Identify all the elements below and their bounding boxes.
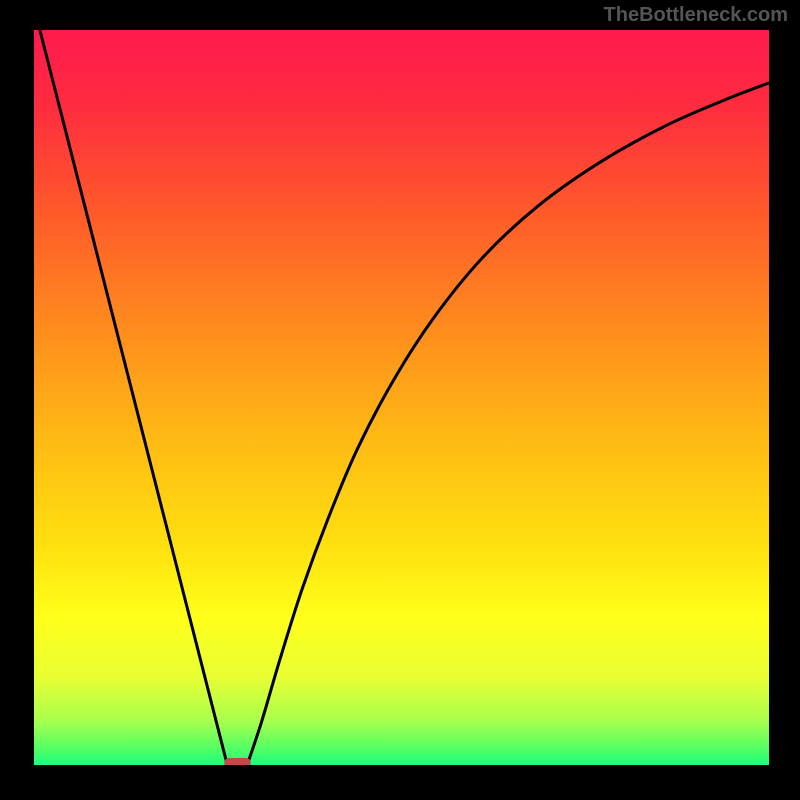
- curve-left-branch: [40, 30, 227, 765]
- watermark-text: TheBottleneck.com: [604, 4, 788, 27]
- optimum-marker: [224, 758, 250, 765]
- chart-plot-area: [34, 30, 769, 765]
- curve-right-branch: [247, 83, 769, 765]
- bottleneck-curve: [34, 30, 769, 765]
